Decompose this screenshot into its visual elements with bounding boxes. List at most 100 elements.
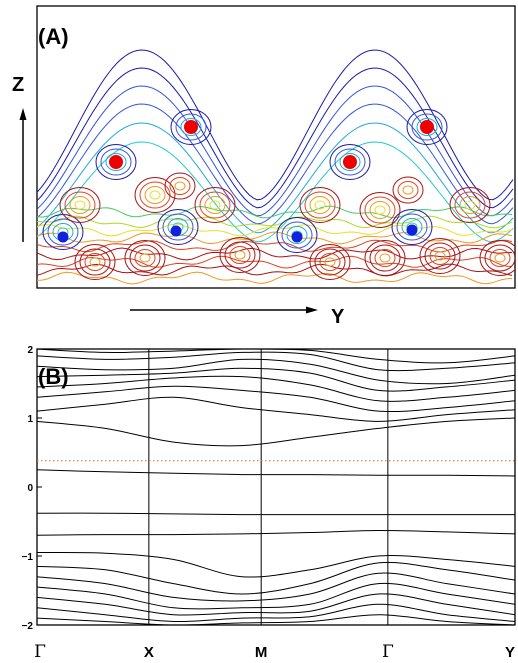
contour-loop — [369, 201, 391, 219]
y-tick-label: 1 — [27, 414, 33, 425]
band-line — [37, 529, 515, 536]
contour-loop — [59, 187, 101, 223]
contour-loop — [134, 249, 156, 267]
band-line — [37, 358, 515, 385]
contour-line — [37, 141, 514, 243]
contour-loop — [494, 253, 506, 263]
x-tick-label: X — [144, 644, 154, 661]
band-line — [37, 552, 515, 578]
contour-loop — [224, 241, 256, 269]
contour-loop — [170, 109, 212, 145]
contour-loop — [64, 191, 96, 219]
contour-line — [37, 85, 514, 217]
contour-loop — [424, 242, 456, 270]
contour-loop — [204, 196, 226, 214]
contour-loop — [339, 153, 361, 171]
contour-loop — [324, 257, 336, 267]
contour-loop — [180, 118, 202, 136]
contour-loop — [162, 213, 194, 241]
panel-a-label: (A) — [38, 24, 69, 49]
contour-loop — [489, 249, 511, 267]
contour-loop — [234, 250, 246, 260]
contour-loop — [286, 226, 308, 244]
contour-loop — [454, 191, 486, 219]
contour-loop — [175, 113, 207, 141]
contour-loop — [164, 172, 196, 200]
red-atom — [109, 155, 123, 169]
contour-loop — [396, 213, 428, 241]
contour-loop — [174, 181, 186, 191]
contour-loop — [144, 186, 166, 204]
contour-loop — [124, 240, 166, 276]
contour-loop — [434, 251, 446, 261]
contour-loop — [194, 187, 236, 223]
contour-loop — [229, 246, 251, 264]
contour-line — [37, 205, 513, 219]
band-line — [37, 469, 515, 477]
band-line — [37, 367, 515, 392]
contour-loop — [429, 247, 451, 265]
band-line — [37, 351, 515, 372]
contour-loop — [406, 109, 448, 145]
y-tick-labels: 2 1 0 −1 −2 — [22, 345, 42, 632]
contour-loop — [392, 176, 424, 204]
y-axis-label: Y — [331, 306, 345, 328]
x-tick-label: Y — [505, 644, 515, 661]
contour-loop — [149, 190, 161, 200]
x-tick-label: M — [255, 644, 268, 661]
contour-loop — [169, 177, 191, 195]
contour-loop — [397, 181, 419, 199]
contour-loop — [79, 248, 111, 276]
contour-loop — [139, 181, 171, 209]
x-tick-label: Γ — [382, 642, 394, 662]
z-axis-label: Z — [12, 74, 24, 96]
band-line — [37, 614, 515, 625]
contour-loop — [459, 196, 481, 214]
contour-loop — [304, 191, 336, 219]
band-line — [37, 572, 515, 602]
contour-loop — [74, 200, 86, 210]
contour-line — [37, 103, 514, 225]
contour-line — [37, 215, 513, 229]
y-tick-label: −1 — [22, 552, 34, 563]
contour-loop — [369, 244, 401, 272]
band-line — [37, 385, 515, 413]
contour-loop — [416, 118, 438, 136]
contour-line — [37, 223, 513, 237]
contour-loop — [464, 200, 476, 210]
contour-loop — [105, 153, 127, 171]
band-lines — [37, 349, 515, 625]
band-line — [37, 582, 515, 610]
contour-loop — [334, 148, 366, 176]
blue-atom — [291, 231, 303, 243]
contour-loop — [199, 191, 231, 219]
contour-line — [37, 231, 513, 245]
contour-line — [37, 247, 513, 261]
band-line — [37, 561, 515, 595]
contour-loop — [281, 221, 313, 249]
band-line — [37, 349, 515, 364]
z-axis-arrow — [19, 108, 27, 242]
band-line — [37, 375, 515, 402]
red-atom — [184, 120, 198, 134]
contour-loop — [314, 200, 326, 210]
band-line — [37, 417, 515, 447]
contour-loop — [309, 196, 331, 214]
contour-loop — [74, 244, 116, 280]
contour-loop — [209, 200, 221, 210]
contour-loop — [314, 248, 346, 276]
contour-loop — [391, 209, 433, 245]
contour-line — [37, 271, 513, 285]
y-tick-label: −2 — [22, 621, 34, 632]
contour-loop — [309, 244, 351, 280]
contour-loop — [89, 257, 101, 267]
band-line — [37, 593, 515, 616]
band-line — [37, 512, 515, 516]
contour-loop — [95, 144, 137, 180]
panel-b-frame — [36, 348, 516, 626]
contour-loop — [479, 240, 515, 276]
contour-loop — [364, 240, 406, 276]
blue-atom — [170, 225, 182, 237]
band-line — [37, 603, 515, 623]
contour-loop — [374, 205, 386, 215]
